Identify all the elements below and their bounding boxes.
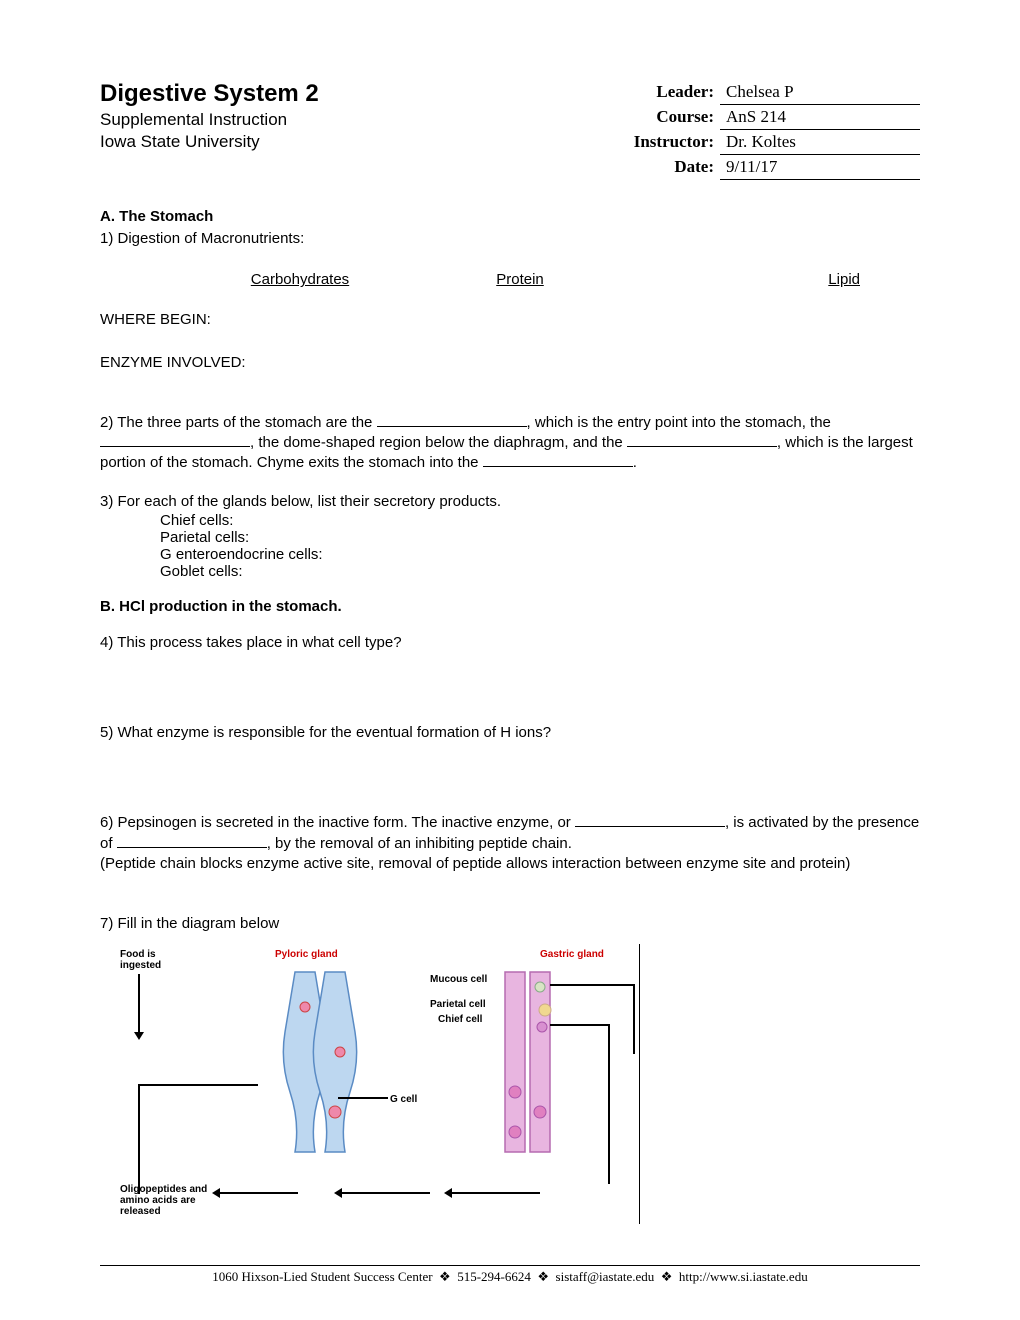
instructor-label: Instructor: bbox=[628, 130, 720, 155]
question-7: 7) Fill in the diagram below bbox=[100, 914, 920, 934]
question-6: 6) Pepsinogen is secreted in the inactiv… bbox=[100, 813, 920, 854]
g-cells: G enteroendocrine cells: bbox=[100, 546, 920, 563]
gastric-gland-icon bbox=[480, 962, 570, 1162]
oligo-label: Oligopeptides and amino acids are releas… bbox=[120, 1184, 207, 1217]
course-label: Course: bbox=[628, 105, 720, 130]
gcell-label: G cell bbox=[390, 1094, 417, 1105]
macro-lipid: Lipid bbox=[660, 271, 860, 288]
question-4: 4) This process takes place in what cell… bbox=[100, 633, 920, 653]
mucous-label: Mucous cell bbox=[430, 974, 487, 985]
parietal-cells: Parietal cells: bbox=[100, 529, 920, 546]
pyloric-label: Pyloric gland bbox=[275, 949, 338, 960]
leader-value: Chelsea P bbox=[720, 80, 920, 105]
date-label: Date: bbox=[628, 155, 720, 180]
question-2: 2) The three parts of the stomach are th… bbox=[100, 413, 920, 474]
section-b-title: B. HCl production in the stomach. bbox=[100, 598, 920, 615]
pyloric-gland-icon bbox=[260, 962, 370, 1162]
macro-carbs: Carbohydrates bbox=[100, 271, 380, 288]
course-value: AnS 214 bbox=[720, 105, 920, 130]
question-5: 5) What enzyme is responsible for the ev… bbox=[100, 723, 920, 743]
question-6-note: (Peptide chain blocks enzyme active site… bbox=[100, 854, 920, 874]
chief-cells: Chief cells: bbox=[100, 512, 920, 529]
question-1: 1) Digestion of Macronutrients: bbox=[100, 229, 920, 249]
section-a-title: A. The Stomach bbox=[100, 208, 920, 225]
gland-diagram: Food is ingested Pyloric gland Gastric g… bbox=[100, 944, 640, 1224]
parietal-label: Parietal cell bbox=[430, 999, 486, 1010]
date-value: 9/11/17 bbox=[720, 155, 920, 180]
goblet-cells: Goblet cells: bbox=[100, 563, 920, 580]
question-3: 3) For each of the glands below, list th… bbox=[100, 492, 920, 512]
enzyme-involved: ENZYME INVOLVED: bbox=[100, 353, 920, 373]
leader-label: Leader: bbox=[628, 80, 720, 105]
chief-label: Chief cell bbox=[438, 1014, 482, 1025]
macro-protein: Protein bbox=[380, 271, 660, 288]
where-begin: WHERE BEGIN: bbox=[100, 310, 920, 330]
subtitle-1: Supplemental Instruction bbox=[100, 110, 628, 130]
subtitle-2: Iowa State University bbox=[100, 132, 628, 152]
info-table: Leader:Chelsea P Course:AnS 214 Instruct… bbox=[628, 80, 920, 180]
page-footer: 1060 Hixson-Lied Student Success Center … bbox=[100, 1265, 920, 1285]
page-title: Digestive System 2 bbox=[100, 80, 628, 108]
food-label: Food is ingested bbox=[120, 949, 161, 971]
instructor-value: Dr. Koltes bbox=[720, 130, 920, 155]
gastric-label: Gastric gland bbox=[540, 949, 604, 960]
macro-header-row: Carbohydrates Protein Lipid bbox=[100, 271, 920, 288]
